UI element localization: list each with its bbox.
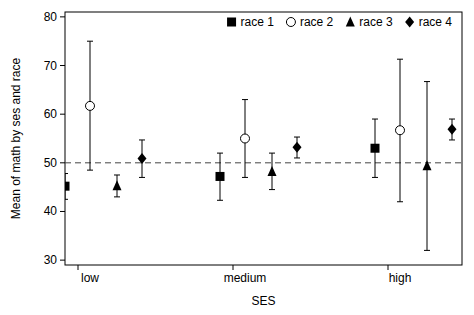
x-tick — [78, 265, 79, 270]
legend-label: race 2 — [300, 15, 334, 29]
x-tick-label: low — [81, 271, 99, 285]
legend-marker — [227, 18, 236, 27]
series — [113, 82, 432, 251]
error-bar-cap — [65, 199, 68, 200]
y-tick-label: 60 — [44, 107, 58, 121]
error-bar-cap — [269, 153, 275, 154]
error-bar-cap — [397, 201, 403, 202]
legend-marker — [286, 18, 295, 27]
y-tick — [60, 16, 65, 17]
error-bar-cap — [449, 139, 455, 140]
legend-marker — [405, 17, 414, 28]
y-tick-label: 50 — [44, 156, 58, 170]
marker — [448, 124, 457, 135]
y-tick — [60, 114, 65, 115]
marker — [371, 144, 380, 153]
marker — [138, 153, 147, 164]
x-tick-label: medium — [224, 271, 267, 285]
error-bar-cap — [449, 119, 455, 120]
error-bar-cap — [424, 250, 430, 251]
legend-label: race 1 — [241, 15, 275, 29]
marker — [241, 134, 250, 143]
x-axis-label: SES — [251, 294, 275, 308]
chart: 30 40 50 60 70 80 low medium high SES Mean of math… — [0, 0, 474, 315]
error-bar-cap — [294, 157, 300, 158]
marker — [65, 182, 70, 191]
legend-label: race 4 — [419, 15, 453, 29]
y-axis-label: Mean of math by ses and race — [9, 57, 23, 219]
marker — [396, 126, 405, 135]
marker — [86, 101, 95, 110]
error-bar-cap — [217, 153, 223, 154]
y-tick — [60, 211, 65, 212]
error-bar-cap — [372, 119, 378, 120]
marker — [113, 180, 122, 190]
error-bar-cap — [65, 173, 68, 174]
plot-area — [65, 41, 462, 250]
plot-frame — [65, 12, 462, 265]
error-bar-cap — [424, 81, 430, 82]
error-bar-cap — [372, 177, 378, 178]
y-tick — [60, 260, 65, 261]
series — [86, 41, 405, 202]
marker — [216, 172, 225, 181]
series — [138, 119, 457, 177]
error-bar-cap — [139, 139, 145, 140]
error-bar-cap — [242, 177, 248, 178]
y-tick-label: 80 — [44, 10, 58, 24]
error-bar-cap — [269, 189, 275, 190]
error-bar-cap — [87, 41, 93, 42]
legend-label: race 3 — [359, 15, 393, 29]
error-bar-cap — [139, 177, 145, 178]
error-bar-cap — [217, 200, 223, 201]
marker — [293, 142, 302, 153]
y-tick-label: 30 — [44, 253, 58, 267]
x-tick-label: high — [389, 271, 412, 285]
y-tick-label: 40 — [44, 204, 58, 218]
x-tick — [388, 265, 389, 270]
error-bar-cap — [87, 170, 93, 171]
error-bar-cap — [114, 196, 120, 197]
reference-line — [65, 162, 462, 163]
series — [65, 119, 380, 200]
legend-marker — [346, 17, 355, 27]
y-tick — [60, 65, 65, 66]
y-tick — [60, 162, 65, 163]
error-bar-cap — [397, 59, 403, 60]
legend: race 4 race 3 race 2 race 1 — [227, 15, 452, 29]
marker — [423, 160, 432, 170]
error-bar-cap — [242, 99, 248, 100]
marker — [268, 166, 277, 176]
y-tick-label: 70 — [44, 59, 58, 73]
x-tick — [233, 265, 234, 270]
error-bar-cap — [294, 137, 300, 138]
error-bar-cap — [114, 174, 120, 175]
